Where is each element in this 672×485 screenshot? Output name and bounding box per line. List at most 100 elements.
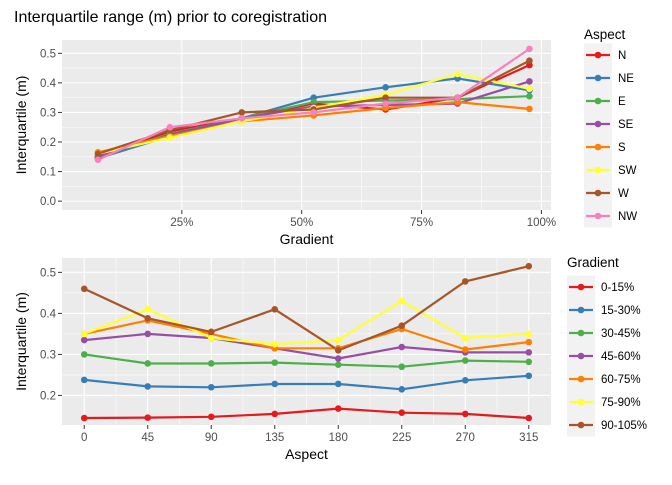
x-tick-label: 180 bbox=[329, 432, 348, 444]
series-line-15-30 bbox=[84, 374, 529, 391]
legend-label-15-30: 15-30% bbox=[601, 305, 641, 317]
legend-label-e: E bbox=[618, 96, 626, 108]
data-point-0-15 bbox=[144, 414, 152, 421]
data-point-0-15 bbox=[80, 414, 88, 422]
bottom-gridlines bbox=[62, 258, 551, 425]
legend-key-point bbox=[577, 375, 585, 383]
data-point-90-105 bbox=[207, 328, 215, 336]
x-tick-label: 90 bbox=[205, 432, 218, 444]
data-point-0-15 bbox=[334, 405, 342, 412]
data-point-45-60 bbox=[144, 330, 152, 338]
data-point-45-60 bbox=[80, 336, 88, 344]
data-point-90-105 bbox=[334, 347, 342, 354]
data-point-w bbox=[238, 109, 246, 116]
legend-key-point bbox=[594, 120, 602, 128]
x-tick-label: 0 bbox=[81, 432, 87, 444]
gradient-legend: Gradient 0-15% 15-30% 30-45% 45-60% 60-75% 75… bbox=[567, 255, 647, 437]
data-point-sw bbox=[454, 70, 461, 78]
data-point-75-90 bbox=[207, 334, 215, 342]
data-point-30-45 bbox=[398, 363, 406, 371]
data-point-30-45 bbox=[461, 357, 469, 364]
legend-key-point bbox=[577, 306, 585, 314]
x-tick-label: 45 bbox=[141, 432, 154, 444]
data-point-nw bbox=[454, 94, 461, 101]
top-x-ticks: 25% 50% 75% 100% bbox=[170, 210, 556, 229]
series-line-75-90 bbox=[83, 300, 529, 346]
series-line-30-45 bbox=[84, 353, 529, 368]
legend-key-point bbox=[577, 352, 585, 360]
data-point-sw bbox=[166, 134, 174, 141]
series-line-0-15 bbox=[84, 407, 529, 420]
data-point-90-105 bbox=[271, 305, 279, 313]
data-point-90-105 bbox=[525, 262, 533, 270]
legend-label-sw: SW bbox=[618, 165, 637, 177]
x-tick-label: 75% bbox=[410, 217, 433, 229]
y-tick-label: 0.4 bbox=[40, 308, 57, 320]
data-point-75-90 bbox=[525, 330, 533, 338]
top-panel: 0.0 0.1 0.2 0.3 0.4 0.5 25% 50% 75% 100% Gradien… bbox=[13, 40, 556, 247]
y-tick-label: 0.3 bbox=[40, 107, 56, 119]
legend-key-point bbox=[577, 329, 585, 337]
data-point-15-30 bbox=[525, 372, 533, 380]
data-point-nw bbox=[238, 115, 246, 122]
data-point-15-30 bbox=[80, 376, 88, 384]
data-point-nw bbox=[166, 123, 174, 131]
data-point-sw bbox=[526, 85, 533, 93]
data-point-15-30 bbox=[144, 383, 152, 390]
legend-label-w: W bbox=[618, 188, 629, 200]
legend-label-60-75: 60-75% bbox=[601, 374, 641, 386]
bottom-x-axis-title: Aspect bbox=[285, 446, 328, 462]
data-point-w bbox=[94, 150, 102, 158]
data-point-w bbox=[382, 94, 389, 101]
aspect-legend-items: N NE E SE S SW W NW bbox=[586, 50, 637, 223]
data-point-15-30 bbox=[398, 386, 406, 393]
legend-label-0-15: 0-15% bbox=[601, 282, 634, 294]
aspect-legend-keys-background bbox=[584, 43, 612, 228]
bottom-y-ticks: 0.2 0.3 0.4 0.5 bbox=[40, 267, 62, 402]
data-point-60-75 bbox=[525, 338, 533, 346]
data-point-45-60 bbox=[334, 355, 342, 362]
legend-label-30-45: 30-45% bbox=[601, 328, 641, 340]
data-point-15-30 bbox=[461, 376, 469, 384]
x-tick-label: 100% bbox=[527, 217, 556, 229]
data-point-60-75 bbox=[461, 346, 469, 353]
series-line-60-75 bbox=[83, 319, 529, 351]
gradient-legend-title: Gradient bbox=[567, 255, 619, 270]
y-tick-label: 0.4 bbox=[40, 78, 57, 90]
y-tick-label: 0.5 bbox=[40, 267, 56, 279]
legend-label-90-105: 90-105% bbox=[601, 420, 647, 432]
legend-key-point bbox=[594, 97, 602, 105]
top-y-ticks: 0.0 0.1 0.2 0.3 0.4 0.5 bbox=[40, 48, 62, 208]
data-point-30-45 bbox=[334, 361, 342, 368]
data-point-0-15 bbox=[461, 410, 469, 418]
data-point-30-45 bbox=[271, 359, 279, 366]
aspect-legend: Aspect N NE E SE S SW W NW bbox=[584, 27, 637, 228]
data-point-nw bbox=[382, 100, 389, 107]
data-point-ne bbox=[382, 84, 389, 91]
bottom-panel: 0.2 0.3 0.4 0.5 0 45 90 135 180 225 270 315 Aspect… bbox=[13, 258, 551, 462]
x-tick-label: 135 bbox=[265, 432, 284, 444]
bottom-y-axis-title: Interquartile (m) bbox=[13, 292, 29, 391]
data-point-30-45 bbox=[525, 358, 533, 366]
data-point-w bbox=[526, 57, 533, 64]
data-point-30-45 bbox=[207, 360, 215, 367]
top-plot-background bbox=[62, 40, 551, 210]
data-point-e bbox=[526, 92, 533, 100]
data-point-0-15 bbox=[271, 410, 279, 418]
bottom-series-lines bbox=[83, 265, 530, 420]
top-series-points bbox=[94, 45, 533, 164]
y-tick-label: 0.2 bbox=[40, 390, 56, 402]
x-tick-label: 50% bbox=[290, 217, 313, 229]
bottom-series-points bbox=[80, 262, 533, 422]
legend-key-point bbox=[594, 189, 602, 197]
data-point-15-30 bbox=[334, 380, 342, 388]
legend-key-point bbox=[577, 398, 585, 406]
aspect-legend-title: Aspect bbox=[584, 27, 626, 42]
series-line-45-60 bbox=[84, 332, 529, 360]
x-tick-label: 225 bbox=[392, 432, 411, 444]
legend-key-point bbox=[577, 421, 585, 429]
data-point-0-15 bbox=[207, 413, 215, 421]
x-tick-label: 270 bbox=[456, 432, 475, 444]
data-point-s bbox=[526, 105, 533, 113]
data-point-45-60 bbox=[398, 343, 406, 351]
